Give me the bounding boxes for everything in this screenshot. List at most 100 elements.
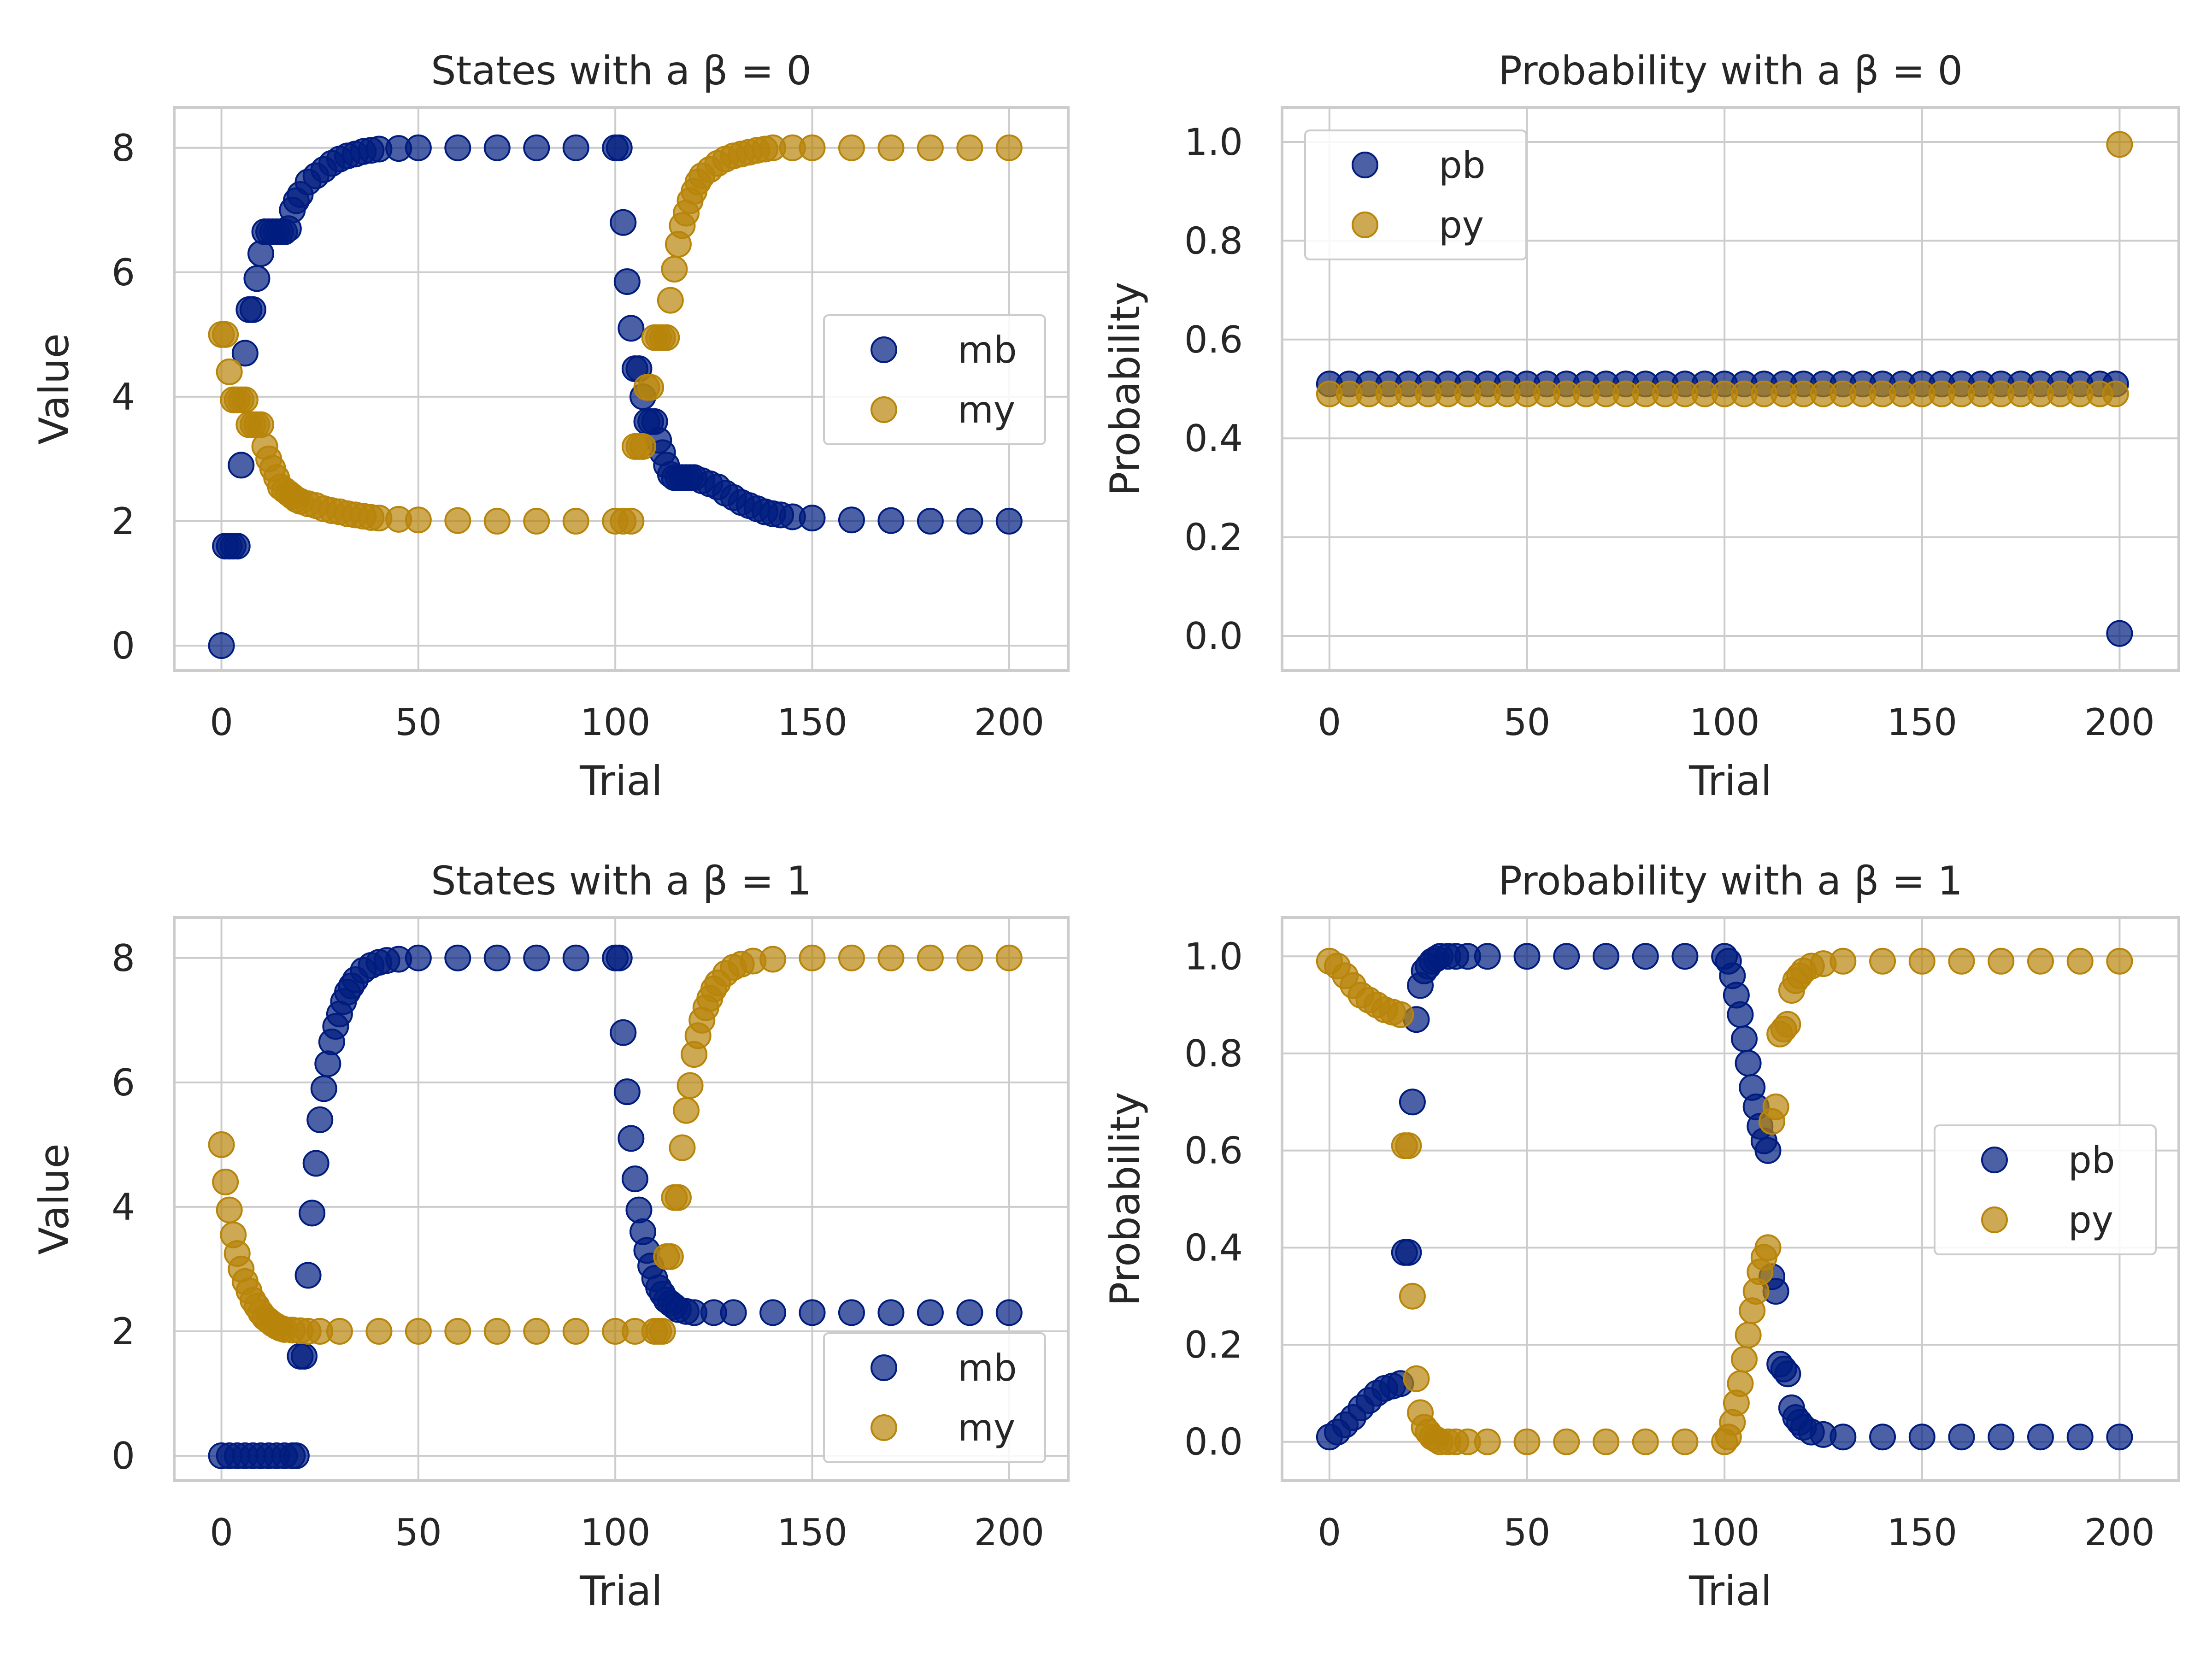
y-tick-label: 0.2	[1184, 516, 1243, 559]
y-tick-label: 0.8	[1184, 219, 1243, 262]
x-tick-label: 150	[777, 701, 847, 744]
point-py	[1592, 1428, 1619, 1455]
point-py	[1671, 1428, 1699, 1455]
point-mb	[562, 134, 589, 161]
point-pb	[1774, 1360, 1801, 1388]
point-mb	[877, 507, 905, 534]
point-my	[917, 944, 944, 971]
point-my	[216, 358, 243, 385]
point-my	[669, 1134, 696, 1161]
point-py	[2102, 380, 2129, 407]
point-my	[956, 944, 983, 971]
point-my	[649, 1318, 676, 1345]
x-tick-label: 150	[1887, 1511, 1957, 1554]
point-mb	[838, 1299, 865, 1326]
legend-marker-mb	[871, 336, 897, 363]
x-tick-label: 100	[580, 701, 651, 744]
point-pb	[1399, 1088, 1426, 1116]
x-tick-label: 200	[974, 1511, 1044, 1554]
y-tick-label: 8	[112, 127, 135, 170]
series-my	[208, 134, 1023, 535]
series-my	[208, 944, 1023, 1345]
point-mb	[306, 1106, 334, 1133]
point-my	[326, 1318, 353, 1345]
point-my	[208, 1131, 235, 1158]
point-mb	[228, 452, 255, 479]
legend-label-my: my	[958, 388, 1015, 431]
point-mb	[720, 1299, 747, 1326]
axes-frame	[173, 106, 1070, 672]
y-tick-label: 6	[112, 1061, 135, 1104]
legend-marker-pb	[1352, 152, 1378, 178]
x-tick-label: 100	[580, 1511, 651, 1554]
panel-states-beta1: States with a β = 1 0 50 100 150 200 0 2 4 6 8 Tri…	[30, 858, 1070, 1615]
point-mb	[759, 1299, 787, 1326]
data-points	[1316, 131, 2133, 647]
y-tick-label: 2	[112, 500, 135, 543]
point-py	[1387, 1001, 1414, 1028]
point-my	[483, 1318, 511, 1345]
point-my	[657, 1243, 684, 1270]
y-axis-label: Value	[30, 1143, 78, 1255]
point-mb	[799, 1299, 826, 1326]
point-mb	[917, 1299, 944, 1326]
point-mb	[405, 944, 432, 971]
point-mb	[299, 1200, 326, 1227]
x-tick-label: 0	[210, 701, 233, 744]
point-py	[1513, 1428, 1541, 1455]
y-tick-label: 0	[112, 1435, 135, 1477]
x-axis-label: Trial	[1688, 1567, 1772, 1615]
y-axis-label: Value	[30, 333, 78, 445]
point-my	[562, 507, 589, 535]
point-py	[2106, 131, 2133, 158]
point-py	[1403, 1365, 1430, 1392]
point-my	[212, 1168, 239, 1195]
x-tick-label: 200	[974, 701, 1044, 744]
point-my	[759, 946, 787, 973]
point-mb	[613, 1078, 641, 1106]
point-mb	[562, 944, 589, 971]
panel-title: States with a β = 1	[431, 858, 812, 904]
point-py	[2027, 947, 2054, 975]
point-my	[365, 1318, 393, 1345]
axes-frame	[1281, 106, 2180, 672]
y-tick-label: 0.6	[1184, 1130, 1243, 1172]
legend-marker-py	[1981, 1206, 2008, 1233]
legend-label-my: my	[958, 1406, 1015, 1449]
point-py	[1553, 1428, 1580, 1455]
point-mb	[610, 1019, 637, 1046]
y-tick-label: 0.0	[1184, 1421, 1243, 1464]
axes-frame	[173, 916, 1070, 1482]
point-my	[677, 1072, 704, 1099]
point-pb	[1988, 1424, 2015, 1451]
point-my	[956, 134, 983, 161]
legend-label-pb: pb	[1439, 144, 1486, 187]
point-mb	[208, 632, 235, 659]
point-mb	[483, 944, 511, 971]
point-pb	[1908, 1424, 1936, 1451]
point-my	[483, 507, 511, 535]
legend-marker-my	[871, 396, 897, 423]
point-mb	[606, 944, 633, 971]
point-pb	[1869, 1424, 1896, 1451]
y-tick-label: 0	[112, 624, 135, 667]
data-points	[208, 134, 1023, 659]
point-mb	[956, 1299, 983, 1326]
point-mb	[224, 532, 251, 559]
y-tick-label: 4	[112, 1186, 135, 1229]
point-my	[405, 506, 432, 534]
point-my	[917, 134, 944, 161]
point-mb	[444, 944, 471, 971]
point-my	[405, 1318, 432, 1345]
series-py	[1316, 131, 2133, 407]
point-mb	[621, 1165, 648, 1193]
y-tick-label: 1.0	[1184, 935, 1243, 978]
x-tick-label: 50	[395, 1511, 442, 1554]
point-mb	[618, 315, 645, 342]
point-mb	[483, 134, 511, 161]
point-pb	[1632, 943, 1659, 970]
point-my	[995, 944, 1023, 971]
point-py	[2106, 947, 2133, 975]
point-my	[838, 134, 865, 161]
